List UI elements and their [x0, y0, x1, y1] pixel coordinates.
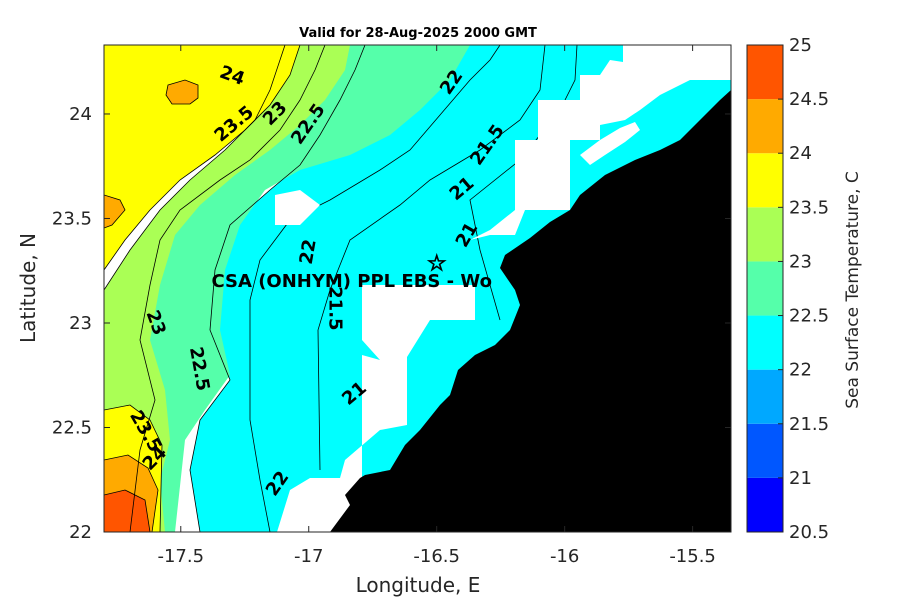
- x-axis: -17.5 -17 -16.5 -16 -15.5: [157, 45, 716, 567]
- colorbar-tick-label: 21.5: [789, 414, 829, 435]
- colorbar-tick-label: 24.5: [789, 89, 829, 110]
- x-tick-label: -15.5: [669, 546, 716, 567]
- band-23-5-24: [104, 45, 300, 270]
- land-mass: [330, 45, 731, 532]
- colorbar-band: [747, 423, 783, 478]
- no-data-cell: [580, 45, 731, 125]
- colorbar-frame: [746, 44, 784, 533]
- band-23-23-5: [104, 45, 350, 532]
- x-axis-label: Longitude, E: [356, 573, 481, 597]
- band-22-5-23: [130, 45, 470, 532]
- no-data-cells: [275, 45, 731, 532]
- colorbar-band: [747, 477, 783, 532]
- colorbar-tick-label: 23: [789, 251, 812, 272]
- y-tick-label: 24: [69, 104, 92, 125]
- contour-label: 21.5: [324, 286, 345, 330]
- colorbar-label: Sea Surface Temperature, C: [843, 171, 863, 409]
- colorbar-tick-label: 20.5: [789, 522, 829, 543]
- y-tick-label: 22.5: [52, 417, 92, 438]
- band-24-5-25: [104, 490, 150, 532]
- colorbar-tick-label: 24: [789, 143, 812, 164]
- no-data-cell: [538, 100, 600, 140]
- axes-box: [103, 44, 732, 533]
- colorbar-band: [747, 261, 783, 316]
- colorbar-band: [747, 153, 783, 208]
- colorbar-band: [747, 315, 783, 370]
- colorbar-tick-label: 23.5: [789, 197, 829, 218]
- band-24-24-5-west: [104, 195, 125, 228]
- colorbar-band: [747, 207, 783, 262]
- site-marker-star-icon: ☆: [427, 251, 447, 276]
- colorbar-tick-label: 22: [789, 360, 812, 381]
- island: [580, 122, 640, 165]
- y-tick-label: 23: [69, 313, 92, 334]
- colorbar-band: [747, 45, 783, 100]
- band-24-24-5: [166, 80, 198, 104]
- no-data-cell: [277, 285, 475, 532]
- chart-title: Valid for 28-Aug-2025 2000 GMT: [299, 26, 537, 41]
- x-tick-label: -17: [294, 546, 323, 567]
- contour-label: 22: [296, 238, 321, 266]
- colorbar-band: [747, 369, 783, 424]
- map-area: [104, 45, 731, 532]
- x-tick-label: -16.5: [413, 546, 460, 567]
- y-tick-label: 22: [69, 522, 92, 543]
- y-axis: 22 22.5 23 23.5 24: [52, 104, 731, 543]
- colorbar: 20.5 21 21.5 22 22.5 23 23.5 24 24.5 25: [746, 35, 829, 543]
- y-tick-label: 23.5: [52, 208, 92, 229]
- colorbar-tick-label: 22.5: [789, 306, 829, 327]
- colorbar-band: [747, 99, 783, 154]
- no-data-cell: [470, 140, 570, 240]
- colorbar-tick-label: 21: [789, 468, 812, 489]
- no-data-cell: [275, 190, 320, 225]
- colorbar-tick-label: 25: [789, 35, 812, 56]
- x-tick-label: -16: [550, 546, 579, 567]
- y-axis-label: Latitude, N: [16, 233, 40, 343]
- x-tick-label: -17.5: [157, 546, 204, 567]
- site-annotation: CSA (ONHYM) PPL EBS - Wo: [211, 271, 492, 292]
